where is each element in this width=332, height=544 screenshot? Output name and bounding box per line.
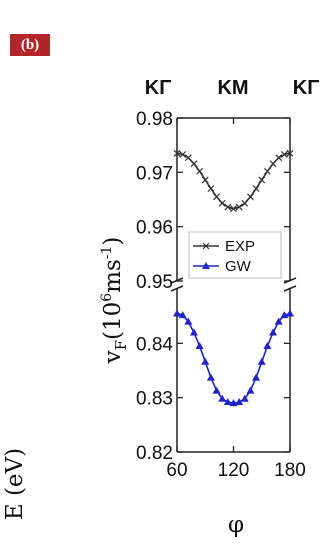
data-point-gw (173, 309, 181, 317)
data-point-gw (263, 342, 272, 350)
data-point-gw (212, 386, 221, 394)
data-point-gw (286, 309, 294, 317)
data-point-gw (269, 328, 278, 336)
y-axis-close: ) (100, 237, 126, 246)
x-tick-label: 60 (166, 460, 187, 481)
y-axis-sup2: -1 (99, 246, 115, 260)
data-point-gw (178, 311, 187, 319)
series-line-exp (176, 152, 291, 210)
data-point-gw (189, 328, 198, 336)
data-point-exp (230, 205, 237, 213)
data-point-gw (223, 398, 232, 406)
series-line-gw (176, 312, 291, 404)
data-point-exp (196, 167, 204, 175)
legend-marker-exp (202, 242, 210, 250)
data-point-exp (179, 150, 187, 158)
axis-break-mark (283, 285, 297, 292)
data-point-exp (224, 203, 232, 211)
top-label-right: KΓ (293, 77, 319, 99)
data-point-gw (195, 342, 204, 350)
legend: EXP GW (188, 231, 282, 279)
y-axis-title: vF(106ms-1) (99, 237, 130, 365)
legend-marker-gw (202, 262, 210, 269)
data-point-gw (184, 317, 193, 325)
data-point-exp (201, 176, 209, 184)
legend-label-exp: EXP (225, 238, 255, 255)
data-point-exp (241, 199, 249, 207)
x-tick-label: 120 (218, 460, 250, 481)
data-point-gw (206, 373, 215, 381)
data-point-gw (235, 398, 244, 406)
x-axis-title: φ (228, 512, 244, 538)
y-tick-label: 0.98 (136, 109, 173, 130)
data-point-exp (286, 149, 294, 157)
y-axis-sup1: 6 (99, 293, 115, 302)
y-tick-label: 0.83 (136, 389, 173, 410)
top-label-middle: KM (217, 77, 248, 99)
data-point-exp (173, 149, 181, 157)
data-point-exp (263, 167, 271, 175)
y-tick-label: 0.95 (136, 272, 173, 293)
data-point-exp (184, 154, 192, 162)
legend-box (188, 231, 282, 279)
axis-break-mark (170, 285, 184, 292)
y-axis-rest: (10 (100, 302, 126, 340)
top-label-left: KΓ (145, 77, 171, 99)
data-point-exp (190, 160, 198, 168)
y-axis-sub: F (112, 340, 130, 350)
y-tick-label: 0.82 (136, 443, 173, 464)
data-point-exp (252, 185, 260, 193)
data-point-exp (280, 150, 288, 158)
data-point-gw (246, 386, 255, 394)
data-point-exp (218, 199, 226, 207)
panel-label: (b) (10, 34, 50, 56)
data-point-gw (201, 357, 210, 365)
data-point-exp (258, 176, 266, 184)
data-point-exp (207, 185, 215, 193)
y-tick-label: 0.97 (136, 163, 173, 184)
data-point-exp (269, 160, 277, 168)
data-point-gw (252, 373, 261, 381)
data-point-exp (275, 154, 283, 162)
legend-label-gw: GW (225, 258, 252, 275)
y-axis-main: v (100, 350, 126, 364)
y-tick-label: 0.84 (136, 334, 173, 355)
data-point-exp (213, 193, 220, 201)
data-point-gw (218, 394, 227, 402)
data-point-gw (257, 357, 266, 365)
data-point-exp (235, 203, 243, 211)
x-tick-label: 180 (274, 460, 306, 481)
data-point-gw (274, 317, 283, 325)
data-point-gw (240, 394, 249, 402)
data-point-gw (229, 399, 238, 407)
y-axis-unit: ms (100, 259, 126, 293)
data-point-exp (247, 193, 254, 201)
left-edge-label: E (eV) (2, 448, 28, 520)
y-tick-label: 0.96 (136, 218, 173, 239)
